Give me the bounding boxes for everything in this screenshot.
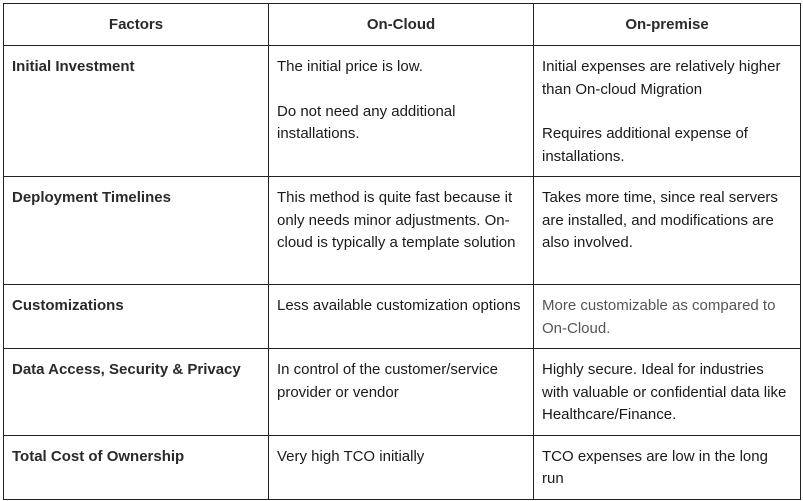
header-row: Factors On-Cloud On-premise xyxy=(3,3,801,46)
table-row-deployment-timelines: Deployment Timelines This method is quit… xyxy=(3,176,801,285)
table-row-customizations: Customizations Less available customizat… xyxy=(3,284,801,349)
factor-cell: Data Access, Security & Privacy xyxy=(3,348,269,436)
factor-cell: Total Cost of Ownership xyxy=(3,434,269,500)
on-premise-cell: More customizable as compared to On-Clou… xyxy=(533,284,801,349)
on-premise-cell: Takes more time, since real servers are … xyxy=(533,176,801,285)
factor-cell: Initial Investment xyxy=(3,45,269,177)
cell-paragraph: Highly secure. Ideal for industries with… xyxy=(542,361,787,423)
cell-paragraph: In control of the customer/service provi… xyxy=(277,361,498,401)
table-row-initial-investment: Initial Investment The initial price is … xyxy=(3,45,801,177)
cell-paragraph: TCO expenses are low in the long run xyxy=(542,447,768,488)
on-premise-cell: Highly secure. Ideal for industries with… xyxy=(533,348,801,436)
cell-paragraph: More customizable as compared to On-Clou… xyxy=(542,297,776,337)
on-cloud-cell: This method is quite fast because it onl… xyxy=(268,176,534,285)
cell-paragraph: Takes more time, since real servers are … xyxy=(542,189,778,251)
factor-cell: Deployment Timelines xyxy=(3,176,269,285)
cell-paragraph: This method is quite fast because it onl… xyxy=(277,189,516,251)
cell-paragraph: Very high TCO initially xyxy=(277,447,425,465)
on-premise-cell: TCO expenses are low in the long run xyxy=(533,434,801,500)
cell-paragraph: The initial price is low. xyxy=(277,58,423,75)
header-on-premise: On-premise xyxy=(533,3,801,46)
on-cloud-cell: In control of the customer/service provi… xyxy=(268,348,534,436)
on-cloud-cell: Less available customization options xyxy=(268,284,534,349)
factor-cell: Customizations xyxy=(3,284,269,349)
cell-paragraph: Less available customization options xyxy=(277,297,521,314)
cell-paragraph: Initial expenses are relatively higher t… xyxy=(542,58,781,98)
cell-paragraph: Requires additional expense of installat… xyxy=(542,125,748,165)
on-premise-cell: Initial expenses are relatively higher t… xyxy=(533,45,801,177)
on-cloud-cell: The initial price is low. Do not need an… xyxy=(268,45,534,177)
header-on-cloud: On-Cloud xyxy=(268,3,534,46)
table-row-total-cost-of-ownership: Total Cost of Ownership Very high TCO in… xyxy=(3,434,801,500)
on-cloud-cell: Very high TCO initially xyxy=(268,434,534,500)
header-factors: Factors xyxy=(3,3,269,46)
comparison-table: Factors On-Cloud On-premise Initial Inve… xyxy=(3,3,801,500)
table-row-data-access-security-privacy: Data Access, Security & Privacy In contr… xyxy=(3,348,801,436)
cell-paragraph: Do not need any additional installations… xyxy=(277,102,456,143)
